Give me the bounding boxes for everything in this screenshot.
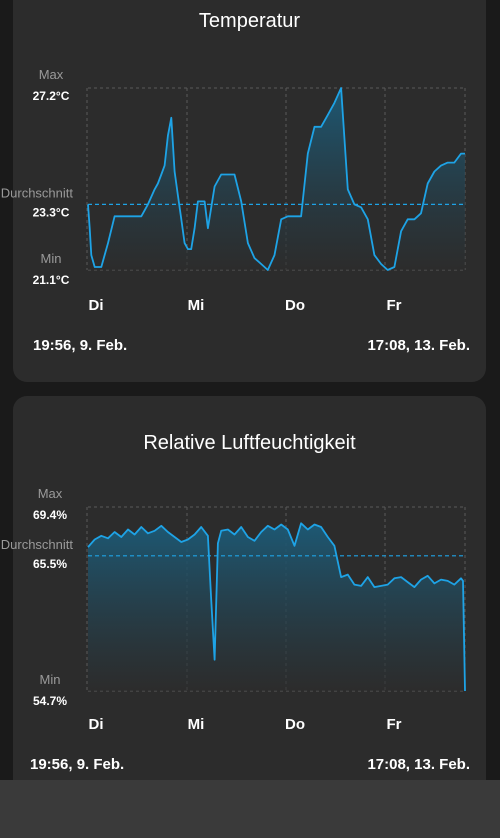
max-label: Max	[39, 67, 64, 82]
min-label: Min	[41, 251, 62, 266]
avg-value: 65.5%	[33, 557, 67, 571]
humidity-title: Relative Luftfeuchtigkeit	[143, 432, 356, 454]
temperature-start-time: 19:56, 9. Feb.	[33, 337, 128, 354]
temperature-end-time: 17:08, 13. Feb.	[367, 337, 470, 354]
x-tick-label: Fr	[387, 297, 402, 314]
x-tick-label: Mi	[188, 716, 205, 733]
series-line	[87, 87, 465, 271]
avg-value: 23.3°C	[33, 205, 70, 219]
series-area	[88, 523, 465, 691]
humidity-chart: Max 69.4% Durchschnitt 65.5% Min 54.7% Di Mi Do F…	[1, 486, 466, 733]
x-tick-label: Mi	[188, 297, 205, 314]
x-tick-label: Fr	[387, 716, 402, 733]
min-value: 54.7%	[33, 694, 67, 708]
max-value: 69.4%	[33, 508, 67, 522]
temperature-title: Temperatur	[198, 10, 301, 32]
min-label: Min	[40, 672, 61, 687]
max-value: 27.2°C	[33, 89, 70, 103]
series-line	[87, 522, 466, 692]
avg-label: Durchschnitt	[1, 537, 74, 552]
min-value: 21.1°C	[33, 273, 70, 287]
bottom-bar	[0, 780, 500, 838]
temperature-card: Temperatur Max 27.2°C Durchschnitt 23.3°C Mi…	[1, 0, 486, 382]
max-label: Max	[38, 486, 63, 501]
avg-label: Durchschnitt	[1, 185, 74, 200]
x-tick-label: Do	[285, 716, 305, 733]
temperature-chart: Max 27.2°C Durchschnitt 23.3°C Min 21.1°C Di Mi…	[1, 67, 466, 314]
humidity-card: Relative Luftfeuchtigkeit Max 69.4% Durchs…	[1, 396, 486, 796]
x-tick-label: Di	[89, 297, 104, 314]
x-tick-label: Do	[285, 297, 305, 314]
x-tick-label: Di	[89, 716, 104, 733]
humidity-start-time: 19:56, 9. Feb.	[30, 756, 125, 773]
humidity-end-time: 17:08, 13. Feb.	[367, 756, 470, 773]
series-area	[88, 88, 465, 270]
